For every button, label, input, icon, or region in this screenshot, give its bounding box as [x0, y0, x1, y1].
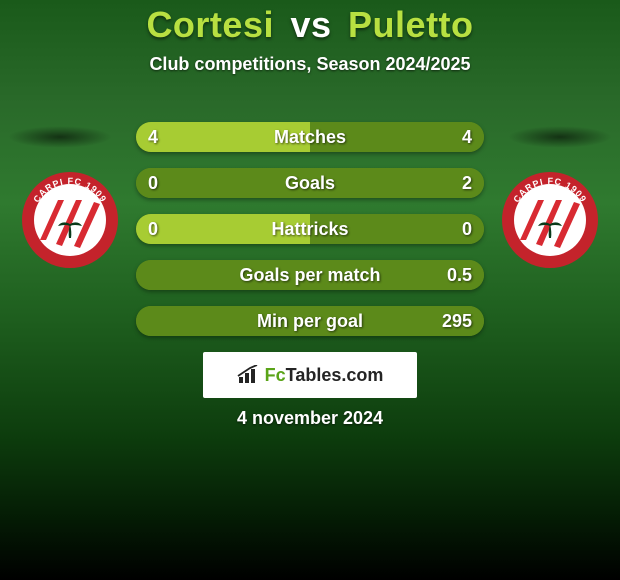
stat-value-right: 4 [462, 122, 472, 152]
date-label: 4 november 2024 [0, 408, 620, 429]
stat-row: Matches 4 4 [136, 122, 484, 152]
attribution-suffix: Tables.com [286, 365, 384, 385]
stat-row: Goals 0 2 [136, 168, 484, 198]
stat-value-left: 4 [148, 122, 158, 152]
badge-shadow-left [8, 126, 112, 148]
stat-label: Goals [285, 168, 335, 198]
stat-value-left: 0 [148, 214, 158, 244]
team-badge-left: CARPI FC 1909 [20, 170, 120, 270]
stat-row: Hattricks 0 0 [136, 214, 484, 244]
team-badge-right: CARPI FC 1909 [500, 170, 600, 270]
player2-name: Puletto [348, 4, 474, 45]
stat-value-right: 0.5 [447, 260, 472, 290]
stat-label: Hattricks [271, 214, 348, 244]
attribution-box: FcTables.com [203, 352, 417, 398]
player1-name: Cortesi [146, 4, 274, 45]
stat-row: Goals per match 0.5 [136, 260, 484, 290]
stat-label: Matches [274, 122, 346, 152]
stat-value-left: 0 [148, 168, 158, 198]
stat-label: Goals per match [239, 260, 380, 290]
attribution-prefix: Fc [265, 365, 286, 385]
vs-separator: vs [290, 4, 331, 45]
subtitle: Club competitions, Season 2024/2025 [0, 54, 620, 75]
stat-label: Min per goal [257, 306, 363, 336]
stats-column: Matches 4 4 Goals 0 2 Hattricks 0 0 Goals per mat… [136, 122, 484, 352]
comparison-title: Cortesi vs Puletto [0, 0, 620, 46]
bar-chart-icon [237, 365, 261, 385]
badge-shadow-right [508, 126, 612, 148]
stat-value-right: 295 [442, 306, 472, 336]
stat-row: Min per goal 295 [136, 306, 484, 336]
stat-value-right: 2 [462, 168, 472, 198]
stat-value-right: 0 [462, 214, 472, 244]
